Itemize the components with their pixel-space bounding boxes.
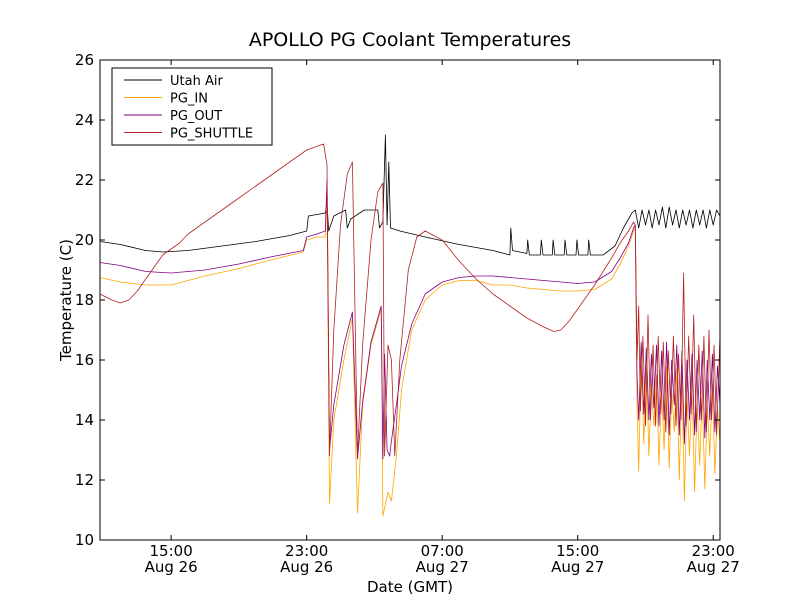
legend-label: PG_SHUTTLE (170, 127, 253, 142)
series-line-utah-air (100, 134, 720, 256)
x-tick-time-label: 23:00 (692, 542, 735, 560)
x-tick-date-label: Aug 26 (145, 558, 198, 576)
x-tick-date-label: Aug 26 (280, 558, 333, 576)
x-tick-time-label: 23:00 (285, 542, 328, 560)
y-tick-label: 24 (75, 111, 94, 129)
x-tick-time-label: 07:00 (421, 542, 464, 560)
series-line-pg-shuttle (100, 143, 720, 457)
y-axis-ticks: 10 12 14 16 18 20 22 24 26 (75, 51, 720, 549)
x-tick-date-label: Aug 27 (551, 558, 604, 576)
x-tick-time-label: 15:00 (556, 542, 599, 560)
y-axis-label: Temperature (C) (57, 239, 75, 362)
y-tick-label: 16 (75, 351, 94, 369)
y-tick-label: 18 (75, 291, 94, 309)
y-tick-label: 20 (75, 231, 94, 249)
y-tick-label: 12 (75, 471, 94, 489)
x-tick-date-label: Aug 27 (687, 558, 740, 576)
y-tick-label: 10 (75, 531, 94, 549)
series-layer (100, 134, 720, 517)
legend: Utah Air PG_IN PG_OUT PG_SHUTTLE (111, 67, 273, 146)
y-tick-label: 22 (75, 171, 94, 189)
legend-label: PG_IN (170, 92, 208, 107)
legend-label: Utah Air (170, 74, 223, 89)
legend-label: PG_OUT (170, 109, 222, 124)
x-axis-label: Date (GMT) (367, 578, 453, 596)
y-tick-label: 26 (75, 51, 94, 69)
x-tick-time-label: 15:00 (150, 542, 193, 560)
series-line-pg-in (100, 194, 720, 517)
y-tick-label: 14 (75, 411, 94, 429)
chart-title: APOLLO PG Coolant Temperatures (249, 29, 571, 51)
legend-entries: Utah Air PG_IN PG_OUT PG_SHUTTLE (124, 74, 253, 142)
x-tick-date-label: Aug 27 (416, 558, 469, 576)
